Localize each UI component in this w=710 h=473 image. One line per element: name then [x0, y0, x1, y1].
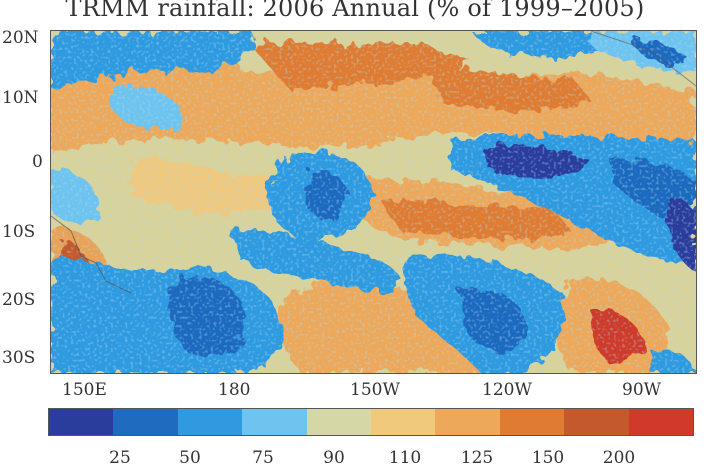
lon-label: 150W [350, 380, 400, 400]
colorbar-tick-label: 200 [602, 448, 636, 468]
colorbar-segment [306, 409, 372, 435]
colorbar-tick-label: 110 [388, 448, 422, 468]
lat-label: 10S [2, 222, 36, 242]
colorbar-segment [242, 409, 307, 435]
coastline [51, 215, 132, 294]
colorbar-tick-label: 150 [531, 448, 565, 468]
lon-label: 150E [62, 380, 107, 400]
colorbar-segment [499, 409, 565, 435]
lon-label: 180 [218, 380, 251, 400]
colorbar-tick-label: 125 [460, 448, 494, 468]
map-title: TRMM rainfall: 2006 Annual (% of 1999–20… [65, 0, 645, 22]
colorbar-segment [564, 409, 629, 435]
colorbar-segment [371, 409, 436, 435]
lat-label: 20N [2, 28, 39, 48]
colorbar-tick-label: 50 [179, 448, 201, 468]
lat-label: 30S [2, 348, 36, 368]
colorbar-tick-label: 75 [252, 448, 274, 468]
colorbar-tick-label: 90 [323, 448, 345, 468]
lat-label: 10N [2, 88, 39, 108]
lon-label: 90W [622, 380, 662, 400]
rainfall-anomaly-map [50, 30, 697, 374]
lat-label: 0 [32, 152, 43, 172]
colorbar-segment [435, 409, 500, 435]
lat-label: 20S [2, 290, 36, 310]
coastline [590, 31, 696, 87]
noise-texture [51, 31, 696, 373]
colorbar-segment [49, 409, 114, 435]
colorbar-segment [628, 409, 694, 435]
colorbar [48, 408, 694, 436]
colorbar-segment [113, 409, 178, 435]
lon-label: 120W [482, 380, 532, 400]
colorbar-tick-label: 25 [109, 448, 131, 468]
colorbar-segment [177, 409, 243, 435]
